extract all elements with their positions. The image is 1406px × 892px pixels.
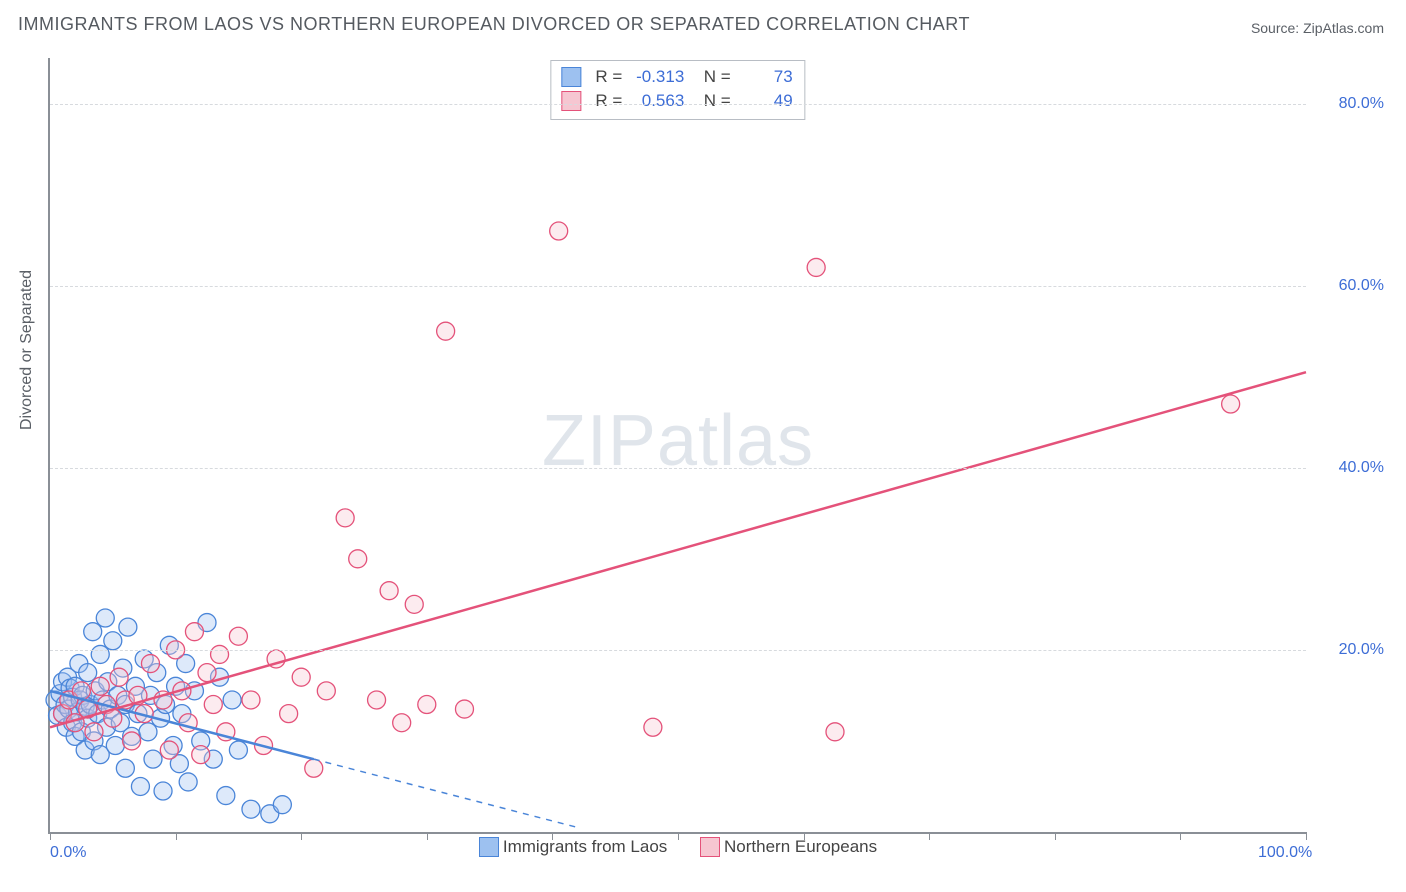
source-attribution: Source: ZipAtlas.com: [1251, 20, 1384, 36]
data-point: [1222, 395, 1240, 413]
gridline: [50, 468, 1306, 469]
data-point: [242, 800, 260, 818]
data-point: [336, 509, 354, 527]
data-point: [106, 736, 124, 754]
data-point: [198, 664, 216, 682]
data-point: [96, 609, 114, 627]
r-value-neuro: 0.563: [632, 89, 684, 113]
n-value-neuro: 49: [741, 89, 793, 113]
data-point: [217, 787, 235, 805]
trend-line: [314, 759, 578, 827]
data-point: [141, 655, 159, 673]
x-tick: [1306, 832, 1307, 840]
r-label: R =: [595, 89, 622, 113]
x-tick: [678, 832, 679, 840]
data-point: [550, 222, 568, 240]
data-point: [223, 691, 241, 709]
data-point: [204, 696, 222, 714]
data-point: [119, 618, 137, 636]
swatch-neuro-icon: [700, 837, 720, 857]
data-point: [211, 645, 229, 663]
chart-area: ZIPatlas R = -0.313 N = 73 R = 0.563 N =…: [48, 58, 1388, 834]
data-point: [144, 750, 162, 768]
x-tick: [552, 832, 553, 840]
data-point: [393, 714, 411, 732]
data-point: [349, 550, 367, 568]
gridline: [50, 286, 1306, 287]
n-value-laos: 73: [741, 65, 793, 89]
x-tick: [1180, 832, 1181, 840]
x-tick-label: 0.0%: [50, 844, 86, 862]
r-label: R =: [595, 65, 622, 89]
n-label: N =: [694, 89, 730, 113]
data-point: [139, 723, 157, 741]
gridline: [50, 650, 1306, 651]
data-point: [229, 741, 247, 759]
data-point: [179, 773, 197, 791]
data-point: [826, 723, 844, 741]
x-tick: [301, 832, 302, 840]
x-tick: [176, 832, 177, 840]
data-point: [131, 777, 149, 795]
y-tick-label: 20.0%: [1339, 641, 1384, 659]
data-point: [185, 623, 203, 641]
data-point: [242, 691, 260, 709]
data-point: [84, 623, 102, 641]
data-point: [192, 746, 210, 764]
y-tick-label: 40.0%: [1339, 459, 1384, 477]
x-tick: [929, 832, 930, 840]
legend-label-laos: Immigrants from Laos: [503, 837, 667, 857]
data-point: [273, 796, 291, 814]
legend-bottom: Immigrants from Laos Northern Europeans: [50, 837, 1306, 862]
data-point: [455, 700, 473, 718]
data-point: [305, 759, 323, 777]
scatter-svg: [50, 58, 1306, 832]
swatch-laos-icon: [479, 837, 499, 857]
data-point: [280, 705, 298, 723]
data-point: [437, 322, 455, 340]
data-point: [229, 627, 247, 645]
gridline: [50, 104, 1306, 105]
y-tick-label: 80.0%: [1339, 95, 1384, 113]
data-point: [418, 696, 436, 714]
data-point: [405, 595, 423, 613]
chart-title: IMMIGRANTS FROM LAOS VS NORTHERN EUROPEA…: [18, 14, 970, 35]
legend-stats-row-1: R = -0.313 N = 73: [561, 65, 792, 89]
data-point: [110, 668, 128, 686]
data-point: [160, 741, 178, 759]
x-tick: [427, 832, 428, 840]
data-point: [123, 732, 141, 750]
data-point: [317, 682, 335, 700]
data-point: [85, 723, 103, 741]
n-label: N =: [694, 65, 730, 89]
data-point: [292, 668, 310, 686]
data-point: [644, 718, 662, 736]
swatch-neuro: [561, 91, 581, 111]
trend-line: [50, 372, 1306, 727]
legend-stats-box: R = -0.313 N = 73 R = 0.563 N = 49: [550, 60, 805, 120]
data-point: [116, 759, 134, 777]
x-tick: [50, 832, 51, 840]
data-point: [807, 258, 825, 276]
data-point: [104, 632, 122, 650]
legend-item-laos: Immigrants from Laos: [479, 837, 667, 857]
legend-stats-row-2: R = 0.563 N = 49: [561, 89, 792, 113]
y-axis-title: Divorced or Separated: [18, 270, 36, 430]
plot-region: ZIPatlas R = -0.313 N = 73 R = 0.563 N =…: [48, 58, 1306, 834]
y-tick-label: 60.0%: [1339, 277, 1384, 295]
x-tick-label: 100.0%: [1258, 844, 1312, 862]
r-value-laos: -0.313: [632, 65, 684, 89]
data-point: [91, 677, 109, 695]
data-point: [79, 664, 97, 682]
x-tick: [1055, 832, 1056, 840]
data-point: [154, 782, 172, 800]
swatch-laos: [561, 67, 581, 87]
legend-item-neuro: Northern Europeans: [700, 837, 877, 857]
x-tick: [804, 832, 805, 840]
data-point: [380, 582, 398, 600]
legend-label-neuro: Northern Europeans: [724, 837, 877, 857]
data-point: [91, 645, 109, 663]
data-point: [368, 691, 386, 709]
